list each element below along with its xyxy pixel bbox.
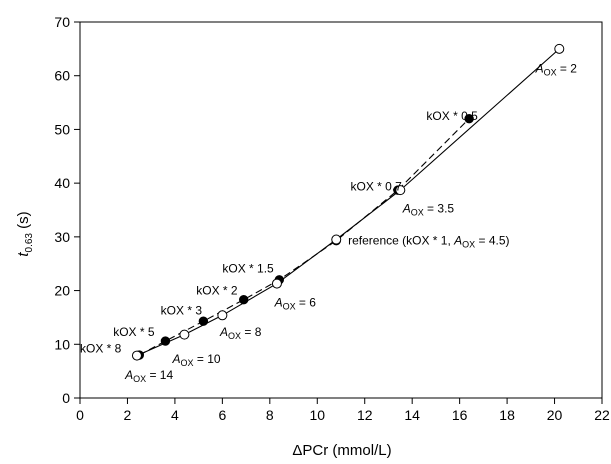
x-tick-label: 8	[266, 407, 274, 423]
filled-data-point	[239, 295, 249, 305]
annotation-symbol: A	[535, 61, 544, 75]
x-tick-label: 4	[171, 407, 179, 423]
open-data-point	[271, 278, 282, 289]
filled-data-point	[160, 336, 171, 346]
annotation-symbol: A	[274, 296, 283, 310]
filled-data-point	[198, 316, 209, 326]
annotation-symbol: A	[172, 352, 181, 366]
plot-frame	[79, 21, 603, 399]
annotation-subscript: OX	[411, 208, 424, 218]
annotation-subscript: OX	[133, 374, 146, 384]
open-data-point	[554, 43, 565, 54]
annotation: AOX = 3.5	[402, 202, 455, 218]
annotation-symbol: A	[453, 233, 462, 247]
series-markers	[131, 43, 565, 361]
x-tick-label: 2	[124, 407, 132, 423]
annotation-text: reference (kOX * 1,	[348, 233, 454, 247]
annotation-suffix: = 10	[194, 352, 221, 366]
annotation-symbol: A	[124, 368, 133, 382]
axes: 0 2 4 6 8 10 12 14 16 18 20 22 0 10 20 30 40 50 60 70	[54, 14, 610, 423]
y-tick-label: 60	[54, 68, 70, 84]
y-axis-label: t0.63 (s)	[15, 211, 35, 256]
annotation-symbol: A	[219, 325, 228, 339]
x-tick-label: 0	[76, 407, 84, 423]
filled-data-point	[464, 113, 474, 124]
annotation: AOX = 14	[124, 368, 173, 384]
x-tick-label: 14	[404, 407, 420, 423]
open-data-point	[131, 350, 142, 361]
annotation-subscript: OX	[544, 67, 557, 77]
annotation: kOX * 0.5	[426, 109, 478, 123]
annotation-text: kOX * 0.7	[350, 180, 402, 194]
annotation-text: kOX * 0.5	[426, 109, 478, 123]
series-line-0	[139, 118, 470, 356]
annotation: kOX * 8	[80, 341, 122, 355]
annotation: kOX * 0.7	[350, 180, 402, 194]
annotation-suffix: = 14	[146, 368, 173, 382]
annotation-text: kOX * 5	[113, 325, 155, 339]
open-data-point	[395, 185, 406, 196]
annotation-subscript: OX	[462, 239, 475, 249]
x-tick-label: 20	[547, 407, 563, 423]
y-tick-label: 30	[54, 229, 70, 245]
annotation: kOX * 1.5	[222, 261, 274, 275]
x-tick-label: 12	[357, 407, 373, 423]
annotation-text: kOX * 8	[80, 341, 122, 355]
annotation-subscript: OX	[181, 358, 194, 368]
x-axis-label: ΔPCr (mmol/L)	[292, 442, 391, 459]
annotation-suffix: = 8	[241, 325, 262, 339]
annotations: kOX * 8 kOX * 5 kOX * 3 kOX * 2 kOX * 1.5 kOX…	[80, 61, 577, 384]
x-tick-label: 6	[218, 407, 226, 423]
annotation-subscript: OX	[283, 302, 296, 312]
x-tick-label: 22	[594, 407, 610, 423]
y-axis-label-unit: (s)	[15, 211, 32, 233]
annotation-text: kOX * 1.5	[222, 261, 274, 275]
y-tick-label: 70	[54, 14, 70, 30]
open-data-point	[217, 310, 228, 321]
y-axis-label-sub: 0.63	[24, 233, 35, 253]
annotation: AOX = 6	[274, 296, 317, 312]
annotation: kOX * 5	[113, 325, 155, 339]
open-data-point	[179, 329, 190, 340]
y-tick-label: 0	[62, 390, 70, 406]
open-data-point	[331, 234, 342, 245]
annotation: AOX = 8	[219, 325, 262, 341]
annotation-symbol: A	[402, 202, 411, 216]
y-tick-label: 20	[54, 283, 70, 299]
annotation-subscript: OX	[228, 331, 241, 341]
x-tick-label: 16	[452, 407, 468, 423]
annotation: reference (kOX * 1, AOX = 4.5)	[348, 233, 509, 249]
x-tick-label: 18	[499, 407, 515, 423]
annotation: kOX * 2	[196, 283, 238, 297]
annotation-suffix: = 3.5	[424, 202, 455, 216]
y-tick-label: 50	[54, 121, 70, 137]
y-axis-label-main: t	[15, 252, 32, 257]
annotation: kOX * 3	[161, 304, 203, 318]
annotation-text: kOX * 3	[161, 304, 203, 318]
annotation-text: kOX * 2	[196, 283, 238, 297]
annotation-suffix: = 4.5)	[475, 233, 509, 247]
x-tick-label: 10	[309, 407, 325, 423]
annotation: AOX = 10	[172, 352, 221, 368]
annotation: AOX = 2	[535, 61, 578, 77]
y-tick-label: 40	[54, 175, 70, 191]
annotation-suffix: = 6	[296, 296, 317, 310]
annotation-suffix: = 2	[557, 61, 578, 75]
y-tick-label: 10	[54, 336, 70, 352]
